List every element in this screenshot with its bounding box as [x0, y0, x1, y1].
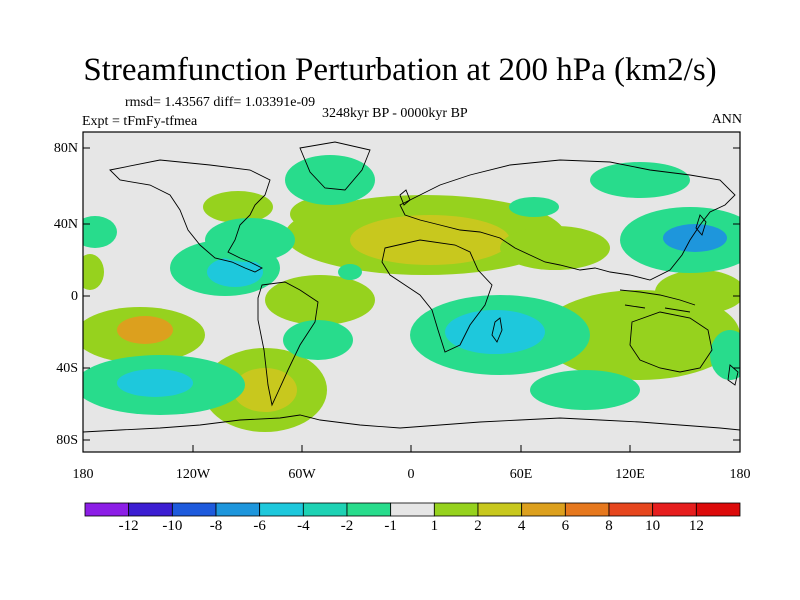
colorbar-swatch [171, 502, 217, 517]
season-label: ANN [711, 112, 742, 127]
colorbar-label: 8 [605, 518, 613, 534]
colorbar-label: -12 [118, 518, 139, 534]
japan-coast [695, 214, 707, 236]
negative-anomaly [207, 257, 263, 287]
experiment-label: Expt = tFmFy-tfmea [82, 114, 198, 129]
north-america-coast [109, 159, 271, 273]
colorbar-swatch [390, 502, 435, 517]
indonesia-coast [619, 289, 696, 313]
australia-coast [629, 311, 713, 373]
positive-anomaly [500, 226, 610, 270]
negative-anomaly [117, 369, 193, 397]
colorbar-label: -4 [297, 518, 310, 534]
positive-anomaly [83, 254, 104, 290]
lon-label-180w: 180 [72, 467, 94, 482]
chart-title: Streamfunction Perturbation at 200 hPa (… [83, 52, 717, 88]
south-america-coast [257, 281, 319, 407]
lat-label-80s: 80S [56, 433, 78, 448]
africa-coast [381, 239, 493, 353]
period-label: 3248kyr BP - 0000kyr BP [322, 106, 468, 121]
lon-label-180e: 180 [729, 467, 751, 482]
colorbar-swatch [433, 502, 479, 517]
negative-anomaly [530, 370, 640, 410]
negative-anomaly [338, 264, 362, 280]
rmsd-label: rmsd= 1.43567 diff= 1.03391e-09 [125, 95, 316, 110]
positive-anomaly [203, 191, 273, 223]
british-isles-coast [399, 189, 411, 206]
lon-label-60w: 60W [288, 467, 316, 482]
colorbar-label: -2 [340, 518, 354, 534]
colorbar-label: -10 [162, 518, 183, 534]
colorbar-label: 4 [517, 518, 526, 534]
positive-anomaly [233, 368, 297, 412]
colorbar-swatch [695, 502, 741, 517]
axis-ticks [82, 147, 741, 452]
colorbar-swatch [564, 502, 610, 517]
negative-anomaly [205, 218, 295, 262]
lat-label-80n: 80N [53, 141, 78, 156]
colorbar-swatch [608, 502, 654, 517]
negative-anomaly [710, 330, 740, 380]
madagascar-coast [491, 317, 503, 343]
colorbar-swatch [521, 502, 566, 517]
colorbar-swatch [259, 502, 304, 517]
lon-label-120w: 120W [175, 467, 211, 482]
colorbar-label: -1 [384, 518, 397, 534]
colorbar-label: -6 [253, 518, 266, 534]
lon-label-60e: 60E [509, 467, 533, 482]
lat-label-40n: 40N [53, 217, 78, 232]
positive-anomaly [655, 270, 740, 314]
negative-anomaly [590, 162, 690, 198]
colorbar-swatch [346, 502, 392, 517]
positive-anomaly [265, 275, 375, 325]
lon-label-120e: 120E [615, 467, 645, 482]
negative-anomaly [83, 216, 117, 248]
lat-label-40s: 40S [56, 361, 78, 376]
contour-fields [83, 155, 740, 432]
negative-anomaly [445, 310, 545, 354]
lon-label-0: 0 [407, 467, 415, 482]
new-zealand-coast [727, 364, 739, 386]
negative-anomaly [509, 197, 559, 217]
positive-anomaly [117, 316, 173, 344]
colorbar-swatch [477, 502, 523, 517]
colorbar-swatch [302, 502, 348, 517]
colorbar-label: 2 [474, 518, 482, 534]
colorbar-label: -8 [209, 518, 223, 534]
colorbar-label: 6 [561, 518, 570, 534]
colorbar-swatch [652, 502, 697, 517]
coastlines [83, 141, 740, 433]
greenland-coast [299, 141, 371, 191]
positive-anomaly [290, 196, 370, 232]
antarctica-coast [83, 414, 740, 433]
negative-anomaly [283, 320, 353, 360]
lat-label-0: 0 [71, 289, 78, 304]
eurasia-coast [399, 159, 736, 281]
colorbar-label: 10 [645, 518, 661, 534]
colorbar-label: 1 [430, 518, 439, 534]
colorbar [84, 502, 741, 517]
colorbar-swatch [84, 502, 130, 517]
negative-anomaly [663, 224, 727, 252]
negative-anomaly [285, 155, 375, 205]
colorbar-swatch [128, 502, 173, 517]
colorbar-label: 12 [688, 518, 704, 534]
colorbar-swatch [215, 502, 261, 517]
